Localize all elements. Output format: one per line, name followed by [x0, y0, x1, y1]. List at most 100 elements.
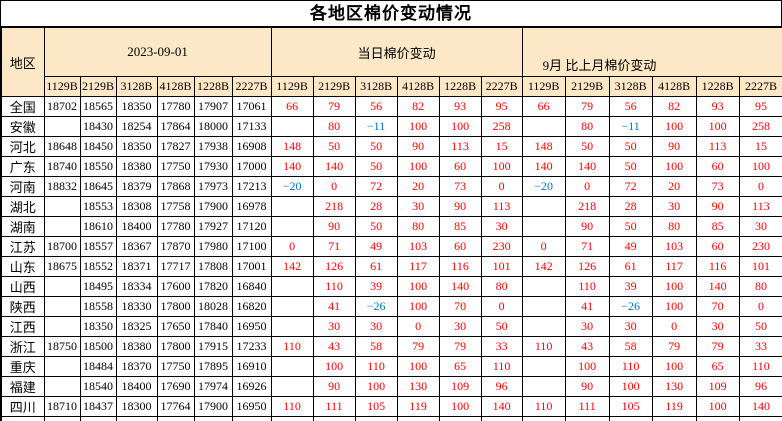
month-change-cell: 50: [738, 316, 782, 337]
region-cell: 河南: [0, 176, 45, 197]
daily-change-cell: 117: [396, 256, 440, 277]
daily-change-cell: 95: [480, 96, 523, 117]
daily-change-cell: 96: [480, 376, 523, 397]
month-change-cell: 39: [608, 276, 653, 297]
daily-change-cell: 79: [396, 336, 440, 357]
grade-header: 4128B: [651, 76, 697, 97]
daily-change-cell: 20: [396, 176, 440, 197]
month-change-cell: 218: [564, 196, 610, 217]
month-change-cell: 110: [521, 336, 566, 357]
grade-header: 3128B: [354, 76, 398, 97]
price-cell: 18350: [115, 136, 158, 157]
price-cell: 18550: [79, 156, 117, 177]
daily-change-cell: 230: [480, 236, 523, 257]
price-cell: 18675: [43, 256, 81, 277]
price-cell: 18380: [115, 336, 158, 357]
month-change-cell: 113: [695, 136, 740, 157]
price-cell: 18740: [43, 156, 81, 177]
daily-change-cell: 50: [354, 156, 398, 177]
price-cell: 18552: [79, 256, 117, 277]
table-row: 全国 18702 18565 18350 17780 17907 17061 66 79 56 82…: [0, 96, 782, 117]
daily-change-cell: 43: [312, 336, 356, 357]
month-change-cell: 117: [651, 256, 697, 277]
daily-change-cell: 110: [270, 336, 314, 357]
price-cell: 18000: [193, 116, 233, 137]
table-row: 河南 18832 18645 18379 17868 17973 17213 −20 0 72 20…: [0, 176, 782, 197]
month-change-cell: [521, 356, 566, 377]
table-row: 广东 18740 18550 18380 17750 17930 17000 140 140 50…: [0, 156, 782, 177]
month-change-cell: 43: [564, 336, 610, 357]
month-change-cell: 119: [651, 396, 697, 417]
grade-header: 1129B: [43, 76, 81, 97]
region-cell: 全国: [0, 96, 45, 117]
price-cell: 17808: [193, 256, 233, 277]
price-cell: 17870: [156, 236, 195, 257]
price-cell: 18702: [43, 96, 81, 117]
daily-change-cell: 130: [396, 376, 440, 397]
price-cell: 17061: [231, 96, 272, 117]
grade-header: 2129B: [312, 76, 356, 97]
daily-change-cell: 0: [396, 316, 440, 337]
price-cell: [43, 356, 81, 377]
price-cell: 17915: [193, 336, 233, 357]
price-cell: 17973: [193, 176, 233, 197]
price-cell: 17650: [156, 316, 195, 337]
month-change-cell: 130: [651, 376, 697, 397]
grade-header: 4128B: [156, 76, 195, 97]
month-change-cell: 113: [738, 196, 782, 217]
price-cell: 18334: [115, 276, 158, 297]
group-header-0: 2023-09-01: [43, 26, 272, 77]
month-change-cell: 0: [651, 316, 697, 337]
region-column-header: 地区: [0, 26, 45, 97]
region-cell: 新疆: [0, 416, 45, 421]
daily-change-cell: 140: [270, 156, 314, 177]
price-cell: 17764: [156, 396, 195, 417]
table-row: 浙江 18750 18500 18380 17800 17915 17233 110 43 58 7…: [0, 336, 782, 357]
price-cell: 18367: [115, 236, 158, 257]
month-change-cell: 90: [651, 136, 697, 157]
daily-change-cell: 79: [438, 336, 482, 357]
month-change-cell: [521, 376, 566, 397]
price-cell: 17864: [156, 116, 195, 137]
month-change-cell: 100: [651, 356, 697, 377]
daily-change-cell: 90: [438, 196, 482, 217]
daily-change-cell: 113: [438, 136, 482, 157]
price-cell: [43, 296, 81, 317]
month-change-cell: 116: [695, 256, 740, 277]
price-cell: 18495: [79, 276, 117, 297]
grade-header: 2227B: [231, 76, 272, 97]
daily-change-cell: 30: [396, 196, 440, 217]
daily-change-cell: 100: [312, 356, 356, 377]
daily-change-cell: 33: [480, 336, 523, 357]
price-cell: 17001: [231, 256, 272, 277]
month-change-cell: 140: [695, 276, 740, 297]
region-cell: 重庆: [0, 356, 45, 377]
daily-change-cell: 79: [312, 96, 356, 117]
daily-change-cell: 218: [312, 196, 356, 217]
month-change-cell: −11: [608, 116, 653, 137]
price-cell: 18610: [79, 216, 117, 237]
month-change-cell: 110: [608, 356, 653, 377]
daily-change-cell: [270, 216, 314, 237]
price-cell: [43, 196, 81, 217]
price-cell: 17750: [156, 356, 195, 377]
month-change-cell: 100: [651, 296, 697, 317]
price-cell: 17980: [193, 236, 233, 257]
price-cell: 18150: [115, 416, 158, 421]
price-cell: 17840: [193, 316, 233, 337]
price-cell: 17868: [156, 176, 195, 197]
price-cell: 17750: [156, 156, 195, 177]
month-change-cell: 30: [608, 316, 653, 337]
month-change-cell: 72: [608, 176, 653, 197]
price-cell: [43, 316, 81, 337]
region-cell: 陕西: [0, 296, 45, 317]
month-change-cell: 100: [564, 356, 610, 377]
price-cell: 18565: [79, 96, 117, 117]
daily-change-cell: 60: [438, 236, 482, 257]
daily-change-cell: [270, 316, 314, 337]
daily-change-cell: 58: [354, 336, 398, 357]
month-change-cell: 103: [651, 236, 697, 257]
daily-change-cell: 126: [312, 256, 356, 277]
table-row: 河北 18648 18450 18350 17827 17938 16908 148 50 50 9…: [0, 136, 782, 157]
